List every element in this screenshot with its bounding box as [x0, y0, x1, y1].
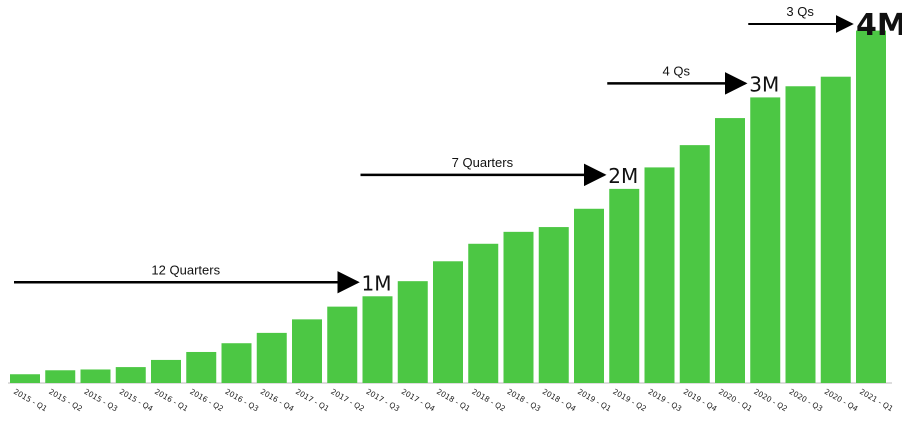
- milestone-label: 4M: [856, 8, 902, 43]
- bar-2017-Q3: [362, 296, 393, 383]
- bar-2016-Q3: [221, 343, 252, 383]
- bar-2019-Q3: [644, 167, 675, 383]
- bar-2016-Q4: [256, 332, 287, 383]
- milestone-label: 1M: [362, 271, 392, 295]
- x-tick-label: 2019 - Q3: [647, 387, 684, 414]
- bar-2019-Q4: [679, 145, 710, 383]
- bar-2018-Q1: [433, 261, 463, 383]
- x-tick-label: 2015 - Q4: [118, 387, 155, 414]
- x-tick-label: 2018 - Q3: [506, 387, 543, 414]
- x-tick-label: 2020 - Q4: [823, 387, 860, 414]
- bar-2016-Q1: [151, 359, 181, 383]
- bar-2017-Q1: [292, 319, 322, 383]
- bar-2018-Q3: [503, 231, 534, 383]
- x-tick-label: 2020 - Q2: [752, 387, 789, 414]
- bar-2015-Q3: [80, 369, 111, 383]
- bar-2017-Q4: [397, 281, 428, 383]
- x-tick-label: 2019 - Q2: [611, 387, 648, 414]
- x-tick-label: 2017 - Q2: [329, 387, 366, 414]
- x-tick-label: 2018 - Q2: [470, 387, 507, 414]
- annotation-label: 7 Quarters: [452, 155, 514, 170]
- x-tick-label: 2016 - Q3: [224, 387, 261, 414]
- x-tick-label: 2015 - Q3: [83, 387, 120, 414]
- annotation-label: 4 Qs: [663, 63, 691, 78]
- bar-2020-Q4: [820, 76, 851, 383]
- bar-2019-Q2: [609, 188, 640, 383]
- bar-2020-Q1: [715, 118, 745, 383]
- annotation-label: 12 Quarters: [151, 262, 220, 277]
- x-tick-label: 2020 - Q3: [788, 387, 825, 414]
- x-tick-label: 2016 - Q2: [188, 387, 225, 414]
- bar-2015-Q4: [115, 367, 146, 383]
- x-tick-label: 2016 - Q1: [153, 387, 190, 414]
- annotation-label: 3 Qs: [786, 4, 814, 19]
- x-tick-label: 2018 - Q1: [435, 387, 472, 414]
- bar-2020-Q3: [785, 86, 816, 383]
- milestone-label: 3M: [749, 72, 779, 96]
- bar-2018-Q2: [468, 243, 499, 383]
- bar-2017-Q2: [327, 306, 358, 383]
- x-tick-label: 2015 - Q1: [12, 387, 49, 414]
- x-tick-label: 2021 - Q1: [858, 387, 895, 414]
- x-tick-label: 2015 - Q2: [47, 387, 84, 414]
- bar-2018-Q4: [538, 227, 569, 383]
- bar-2015-Q2: [45, 370, 76, 383]
- x-tick-label: 2019 - Q4: [682, 387, 719, 414]
- x-tick-label: 2017 - Q1: [294, 387, 331, 414]
- bar-2019-Q1: [574, 208, 604, 383]
- bar-2021-Q1: [856, 30, 886, 384]
- bar-2015-Q1: [10, 374, 40, 383]
- milestone-label: 2M: [608, 164, 638, 188]
- bar-2016-Q2: [186, 351, 217, 383]
- x-tick-label: 2017 - Q3: [365, 387, 402, 414]
- x-tick-label: 2017 - Q4: [400, 387, 437, 414]
- bar-2020-Q2: [750, 97, 781, 383]
- x-tick-label: 2018 - Q4: [541, 387, 578, 414]
- x-tick-label: 2016 - Q4: [259, 387, 296, 414]
- x-tick-label: 2019 - Q1: [576, 387, 613, 414]
- x-tick-label: 2020 - Q1: [717, 387, 754, 414]
